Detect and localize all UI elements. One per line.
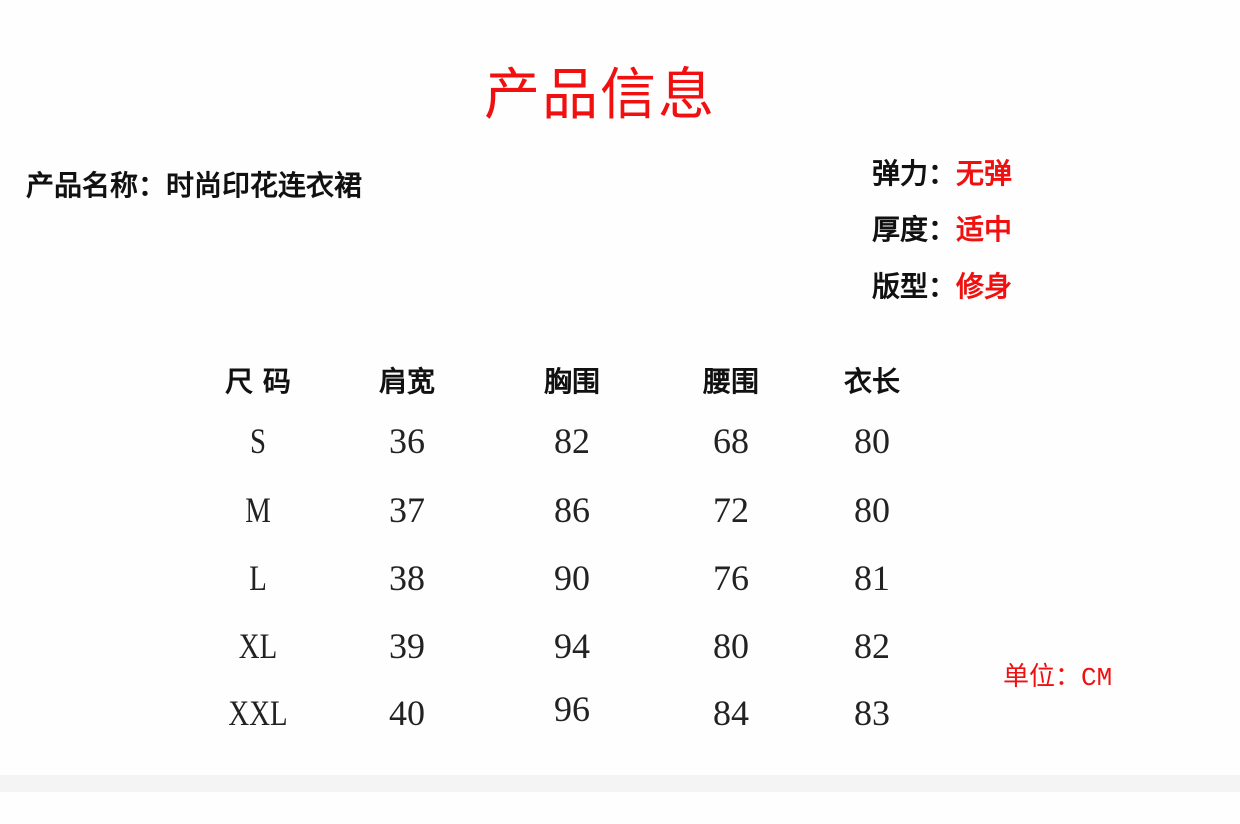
table-cell: 90 [554,558,590,598]
table-header: 腰围 [702,365,760,398]
table-cell: 40 [389,693,425,733]
table-cell: XL [238,626,278,666]
page-title: 产品信息 [484,63,716,128]
attribute-elasticity: 弹力：无弹 [872,152,1012,192]
table-cell: 86 [554,490,590,530]
product-name: 产品名称：时尚印花连衣裙 [26,169,363,202]
table-header: 肩宽 [378,365,436,398]
table-cell: 36 [389,421,425,461]
table-cell: L [249,558,267,598]
table-cell: 80 [854,490,890,530]
table-cell: 80 [854,421,890,461]
table-cell: 37 [389,490,425,530]
table-cell: 68 [713,421,749,461]
table-cell: 82 [854,626,890,666]
table-cell: 94 [554,626,590,666]
table-header: 尺 码 [225,365,291,398]
table-cell: 82 [554,421,590,461]
table-cell: 80 [713,626,749,666]
table-cell: 72 [713,490,749,530]
attribute-thickness: 厚度：适中 [872,208,1012,248]
attribute-value: 修身 [956,270,1013,303]
table-cell: 76 [713,558,749,598]
attribute-label: 厚度： [872,213,957,246]
table-cell: 39 [389,626,425,666]
table-cell: 96 [554,689,590,729]
attribute-fit: 版型：修身 [872,265,1012,305]
table-cell: 81 [854,558,890,598]
table-cell: 38 [389,558,425,598]
table-cell: 84 [713,693,749,733]
table-cell: S [249,421,267,461]
attribute-value: 适中 [956,213,1013,246]
attribute-value: 无弹 [956,157,1013,190]
table-cell: 83 [854,693,890,733]
attribute-label: 版型： [872,270,957,303]
table-header: 衣长 [843,365,901,398]
table-header: 胸围 [543,365,601,398]
table-cell: XXL [228,693,288,733]
bottom-divider-band [0,775,1240,792]
unit-label: 单位：CM [1003,663,1113,693]
table-cell: M [245,490,271,530]
attribute-label: 弹力： [872,157,957,190]
